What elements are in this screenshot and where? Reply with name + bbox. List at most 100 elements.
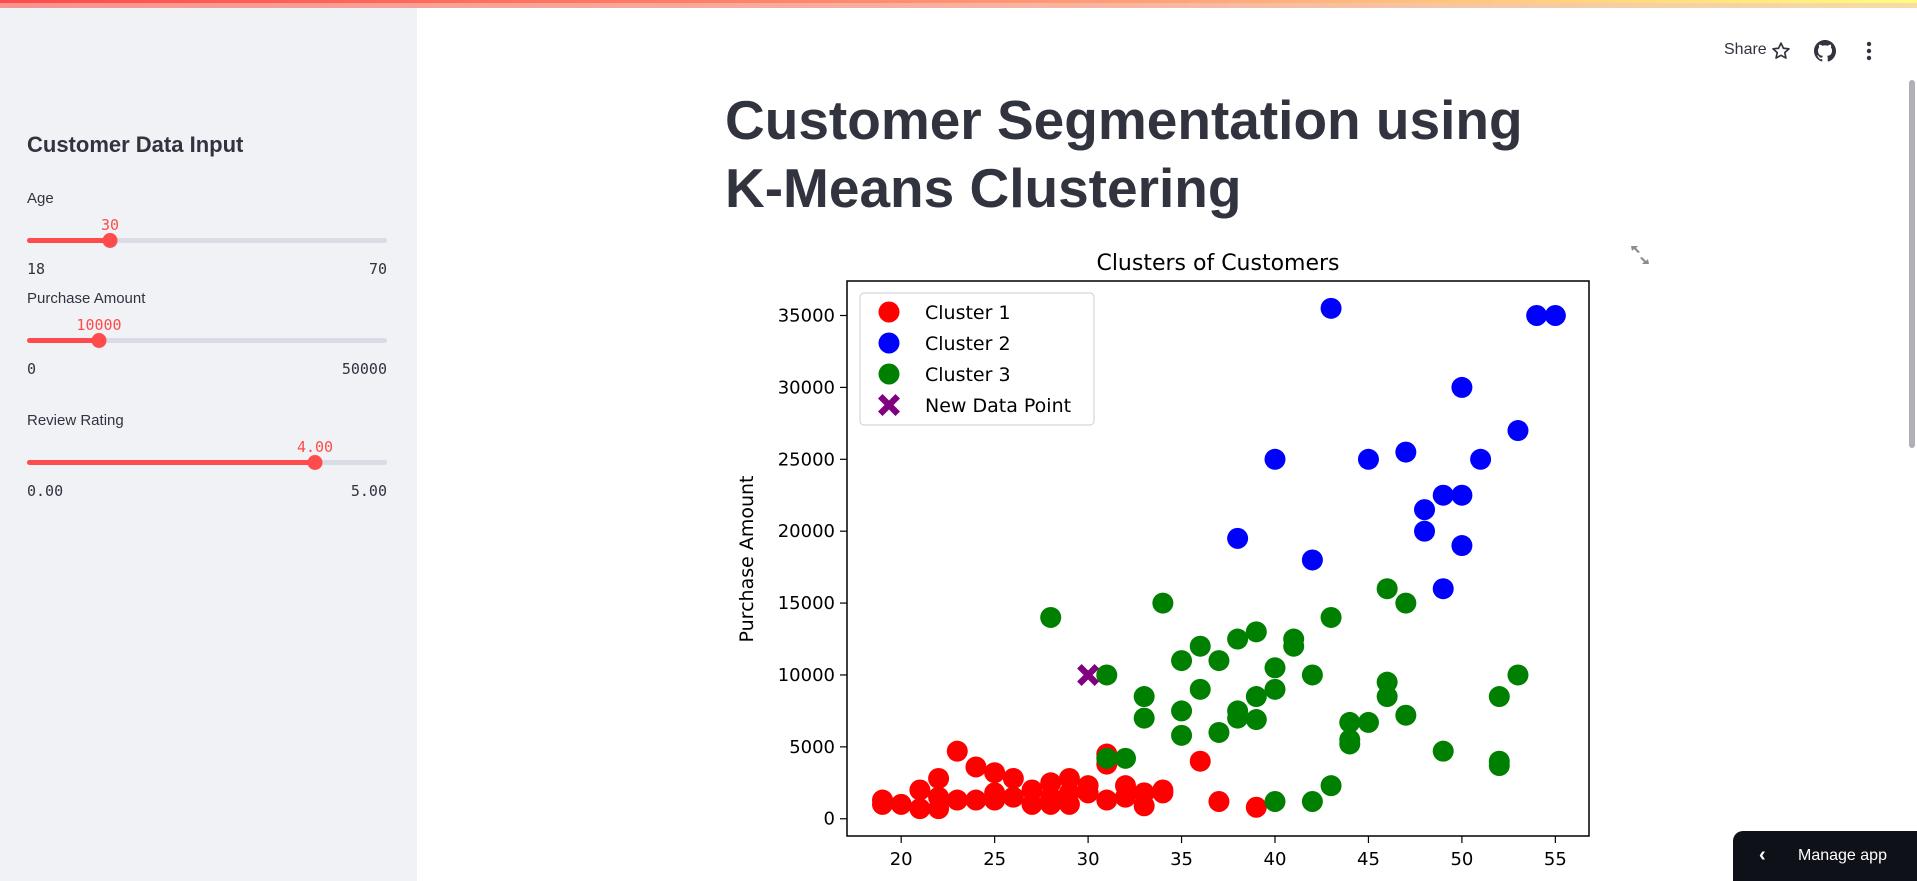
cluster-2-point (1451, 535, 1473, 557)
cluster-1-point (1002, 786, 1024, 808)
cluster-3-point (1208, 721, 1230, 743)
cluster-2-point (1544, 305, 1566, 327)
cluster-3-point (1040, 606, 1062, 628)
more-vertical-icon[interactable] (1856, 38, 1882, 64)
cluster-3-point (1171, 650, 1193, 672)
cluster-3-point (1096, 664, 1118, 686)
legend-label: Cluster 1 (925, 302, 1011, 324)
cluster-1-point (1040, 772, 1062, 794)
cluster-1-point (1021, 779, 1043, 801)
legend-cluster-3-marker (878, 363, 900, 385)
slider-min: 0.00 (27, 482, 64, 500)
cluster-3-point (1096, 747, 1118, 769)
cluster-1-point (909, 779, 931, 801)
x-tick-label: 35 (1170, 849, 1193, 870)
cluster-2-point (1264, 448, 1286, 470)
cluster-2-point (1301, 549, 1323, 571)
slider-value: 10000 (76, 316, 122, 334)
cluster-1-point (1021, 793, 1043, 815)
slider-review-rating[interactable]: Review Rating 4.00 0.00 5.00 (27, 412, 387, 502)
github-icon[interactable] (1812, 38, 1838, 64)
manage-app-button[interactable]: ‹ Manage app (1733, 831, 1917, 881)
cluster-3-point (1264, 790, 1286, 812)
legend: Cluster 1 Cluster 2 Cluster 3 New Data Poin… (859, 292, 1095, 426)
cluster-3-point (1264, 678, 1286, 700)
cluster-2-point (1470, 448, 1492, 470)
cluster-2-point (1414, 520, 1436, 542)
slider-value: 30 (101, 216, 120, 234)
cluster-1-point (909, 798, 931, 820)
cluster-3-point (1227, 628, 1249, 650)
slider-min: 18 (27, 260, 46, 278)
cluster-2-point (1526, 305, 1548, 327)
slider-label: Age (27, 190, 54, 207)
page-title: Customer Segmentation using K-Means Clus… (725, 89, 1523, 219)
cluster-3-point (1488, 755, 1510, 777)
legend-label: Cluster 3 (925, 364, 1011, 386)
slider-fill (27, 238, 111, 243)
cluster-3-point (1189, 678, 1211, 700)
cluster-3-point (1507, 664, 1529, 686)
cluster-1-point (1114, 786, 1136, 808)
new-data-point-marker (1077, 663, 1100, 686)
cluster-1-point (965, 789, 987, 811)
cluster-1-point (1058, 793, 1080, 815)
legend-label: New Data Point (925, 395, 1071, 417)
cluster-3-point (1171, 724, 1193, 746)
x-tick-label: 50 (1450, 849, 1473, 870)
legend-new-data-point-marker (878, 394, 900, 416)
cluster-1-point (946, 740, 968, 762)
slider-purchase-amount[interactable]: Purchase Amount 10000 0 50000 (27, 290, 387, 380)
cluster-3-point (1133, 707, 1155, 729)
slider-label: Review Rating (27, 412, 124, 429)
cluster-3-point (1320, 775, 1342, 797)
x-tick-label: 20 (890, 849, 913, 870)
sidebar: Customer Data Input Age 30 18 70 Purchase… (0, 8, 417, 881)
cluster-3-point (1133, 686, 1155, 708)
slider-thumb[interactable] (307, 455, 323, 470)
cluster-1-point (1077, 782, 1099, 804)
legend-cluster-1-marker (878, 301, 900, 323)
y-tick-label: 20000 (778, 521, 835, 542)
cluster-3-point (1208, 650, 1230, 672)
cluster-3-point (1376, 686, 1398, 708)
cluster-1-point (965, 756, 987, 778)
star-icon[interactable] (1768, 38, 1794, 64)
cluster-1-point (872, 793, 894, 815)
cluster-2-point (1357, 448, 1379, 470)
cluster-1-point (928, 798, 950, 820)
chevron-left-icon: ‹ (1759, 844, 1766, 866)
cluster-2-point (1227, 527, 1249, 549)
cluster-1-point (1058, 767, 1080, 789)
cluster-3-point (1245, 621, 1267, 643)
cluster-3-point (1152, 592, 1174, 614)
cluster-3-point (1357, 711, 1379, 733)
slider-track[interactable] (27, 233, 387, 248)
x-tick-label: 55 (1544, 849, 1567, 870)
share-button[interactable]: Share (1724, 41, 1767, 58)
cluster-3-point (1114, 747, 1136, 769)
cluster-3-point (1376, 578, 1398, 600)
cluster-3-point (1301, 790, 1323, 812)
slider-age[interactable]: Age 30 18 70 (27, 190, 387, 280)
legend-cluster-2-marker (878, 332, 900, 354)
cluster-2-point (1395, 441, 1417, 463)
slider-thumb[interactable] (91, 333, 107, 348)
cluster-1-point (946, 789, 968, 811)
cluster-1-point (984, 762, 1006, 784)
cluster-1-point (984, 789, 1006, 811)
fullscreen-expand-icon[interactable] (1630, 245, 1650, 265)
cluster-2-point (1451, 376, 1473, 398)
slider-fill (27, 460, 315, 465)
cluster-1-point (1152, 782, 1174, 804)
y-tick-label: 25000 (778, 449, 835, 470)
y-tick-label: 0 (824, 809, 835, 830)
y-axis-label: Purchase Amount (736, 476, 758, 643)
cluster-3-point (1395, 704, 1417, 726)
cluster-3-point (1227, 707, 1249, 729)
slider-thumb[interactable] (102, 233, 118, 248)
slider-track[interactable] (27, 333, 387, 348)
slider-track[interactable] (27, 455, 387, 470)
slider-label: Purchase Amount (27, 290, 146, 307)
main-scrollbar[interactable] (1909, 80, 1915, 448)
